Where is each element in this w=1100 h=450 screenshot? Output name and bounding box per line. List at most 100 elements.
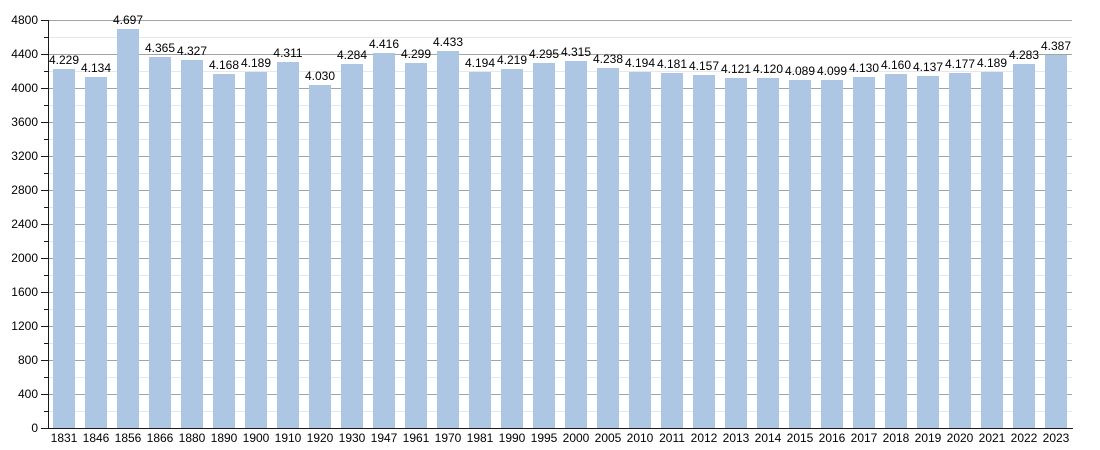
- bar-value-label: 4.030: [304, 69, 336, 84]
- bar: [309, 85, 331, 428]
- bar: [437, 51, 459, 428]
- x-axis-tick-label: 2019: [914, 431, 942, 445]
- y-axis-tick-label: 1600: [11, 285, 38, 299]
- bar: [597, 67, 619, 428]
- bar-value-label: 4.283: [1008, 47, 1040, 62]
- y-axis-minor-tick: [44, 37, 48, 38]
- major-gridline: [48, 20, 1072, 21]
- y-axis-minor-tick: [44, 207, 48, 208]
- bar-value-label: 4.137: [912, 60, 944, 75]
- bar-value-label: 4.189: [240, 55, 272, 70]
- y-axis-tick: [41, 88, 48, 89]
- bar-value-label: 4.168: [208, 57, 240, 72]
- bar-value-label: 4.181: [656, 56, 688, 71]
- minor-gridline: [48, 139, 1072, 140]
- bar: [85, 76, 107, 428]
- bar: [661, 72, 683, 428]
- minor-gridline: [48, 105, 1072, 106]
- bar-value-label: 4.177: [944, 56, 976, 71]
- y-axis-tick-label: 3600: [11, 115, 38, 129]
- y-axis-tick-label: 4800: [11, 13, 38, 27]
- bar: [117, 28, 139, 428]
- bar-value-label: 4.121: [720, 61, 752, 76]
- x-axis-tick-label: 2005: [594, 431, 622, 445]
- x-axis-tick-label: 2011: [659, 431, 685, 445]
- x-axis-tick-label: 1920: [306, 431, 334, 445]
- x-axis-tick-label: 1866: [146, 431, 174, 445]
- x-axis-tick-label: 2023: [1042, 431, 1070, 445]
- minor-gridline: [48, 411, 1072, 412]
- y-axis-tick-label: 4000: [11, 81, 38, 95]
- major-gridline: [48, 258, 1072, 259]
- y-axis-tick: [41, 258, 48, 259]
- x-axis-tick-label: 1990: [498, 431, 526, 445]
- bar: [917, 76, 939, 428]
- y-axis-tick: [41, 292, 48, 293]
- minor-gridline: [48, 377, 1072, 378]
- bar-value-label: 4.134: [80, 60, 112, 75]
- major-gridline: [48, 54, 1072, 55]
- major-gridline: [48, 326, 1072, 327]
- bar-value-label: 4.194: [624, 55, 656, 70]
- y-axis-tick-label: 1200: [11, 319, 38, 333]
- bar: [565, 61, 587, 428]
- bar-value-label: 4.315: [560, 45, 592, 60]
- y-axis-tick: [41, 360, 48, 361]
- y-axis-tick: [41, 20, 48, 21]
- y-axis-tick-label: 4400: [11, 47, 38, 61]
- bar: [1013, 63, 1035, 428]
- bar: [821, 79, 843, 428]
- x-axis-tick-label: 1930: [338, 431, 366, 445]
- bar: [245, 71, 267, 428]
- bar: [533, 62, 555, 428]
- major-gridline: [48, 224, 1072, 225]
- bar: [757, 77, 779, 428]
- bar: [853, 76, 875, 428]
- bar-value-label: 4.089: [784, 64, 816, 79]
- bar: [693, 74, 715, 428]
- bar-value-label: 4.157: [688, 58, 720, 73]
- x-axis-tick-label: 1831: [50, 431, 78, 445]
- bar: [341, 63, 363, 428]
- y-axis-tick: [41, 122, 48, 123]
- major-gridline: [48, 122, 1072, 123]
- y-axis-tick-label: 2400: [11, 217, 38, 231]
- y-axis-tick: [41, 326, 48, 327]
- bar-value-label: 4.327: [176, 44, 208, 59]
- bar-value-label: 4.130: [848, 60, 880, 75]
- y-axis-minor-tick: [44, 343, 48, 344]
- x-axis-tick-label: 2020: [946, 431, 974, 445]
- minor-gridline: [48, 173, 1072, 174]
- bar-value-label: 4.099: [816, 63, 848, 78]
- x-axis-line: [48, 428, 1073, 429]
- bar: [405, 62, 427, 428]
- bar-value-label: 4.160: [880, 58, 912, 73]
- y-axis-tick-label: 800: [17, 353, 38, 367]
- bar: [501, 69, 523, 428]
- major-gridline: [48, 292, 1072, 293]
- x-axis-tick-label: 2017: [850, 431, 878, 445]
- x-axis-tick-label: 2000: [562, 431, 590, 445]
- bar: [277, 61, 299, 428]
- plot-area: 4.229 4.134 4.697 4.365 4.327 4.168 4.189 4.311…: [48, 13, 1072, 428]
- minor-gridline: [48, 275, 1072, 276]
- y-axis-line: [48, 20, 49, 429]
- y-axis-minor-tick: [44, 173, 48, 174]
- y-axis-tick-label: 0: [31, 421, 38, 435]
- x-axis-tick-label: 1947: [370, 431, 398, 445]
- bar: [149, 56, 171, 428]
- y-axis-tick: [41, 54, 48, 55]
- y-axis-tick: [41, 156, 48, 157]
- major-gridline: [48, 88, 1072, 89]
- x-axis-tick-label: 1970: [434, 431, 462, 445]
- bar: [53, 68, 75, 428]
- bar-value-label: 4.295: [528, 46, 560, 61]
- bar-value-label: 4.299: [400, 46, 432, 61]
- x-axis-tick-label: 2022: [1010, 431, 1038, 445]
- y-axis-tick-label: 2000: [11, 251, 38, 265]
- bar: [469, 71, 491, 428]
- bar-value-label: 4.238: [592, 51, 624, 66]
- bar-value-label: 4.311: [273, 45, 303, 60]
- major-gridline: [48, 394, 1072, 395]
- bar: [213, 73, 235, 428]
